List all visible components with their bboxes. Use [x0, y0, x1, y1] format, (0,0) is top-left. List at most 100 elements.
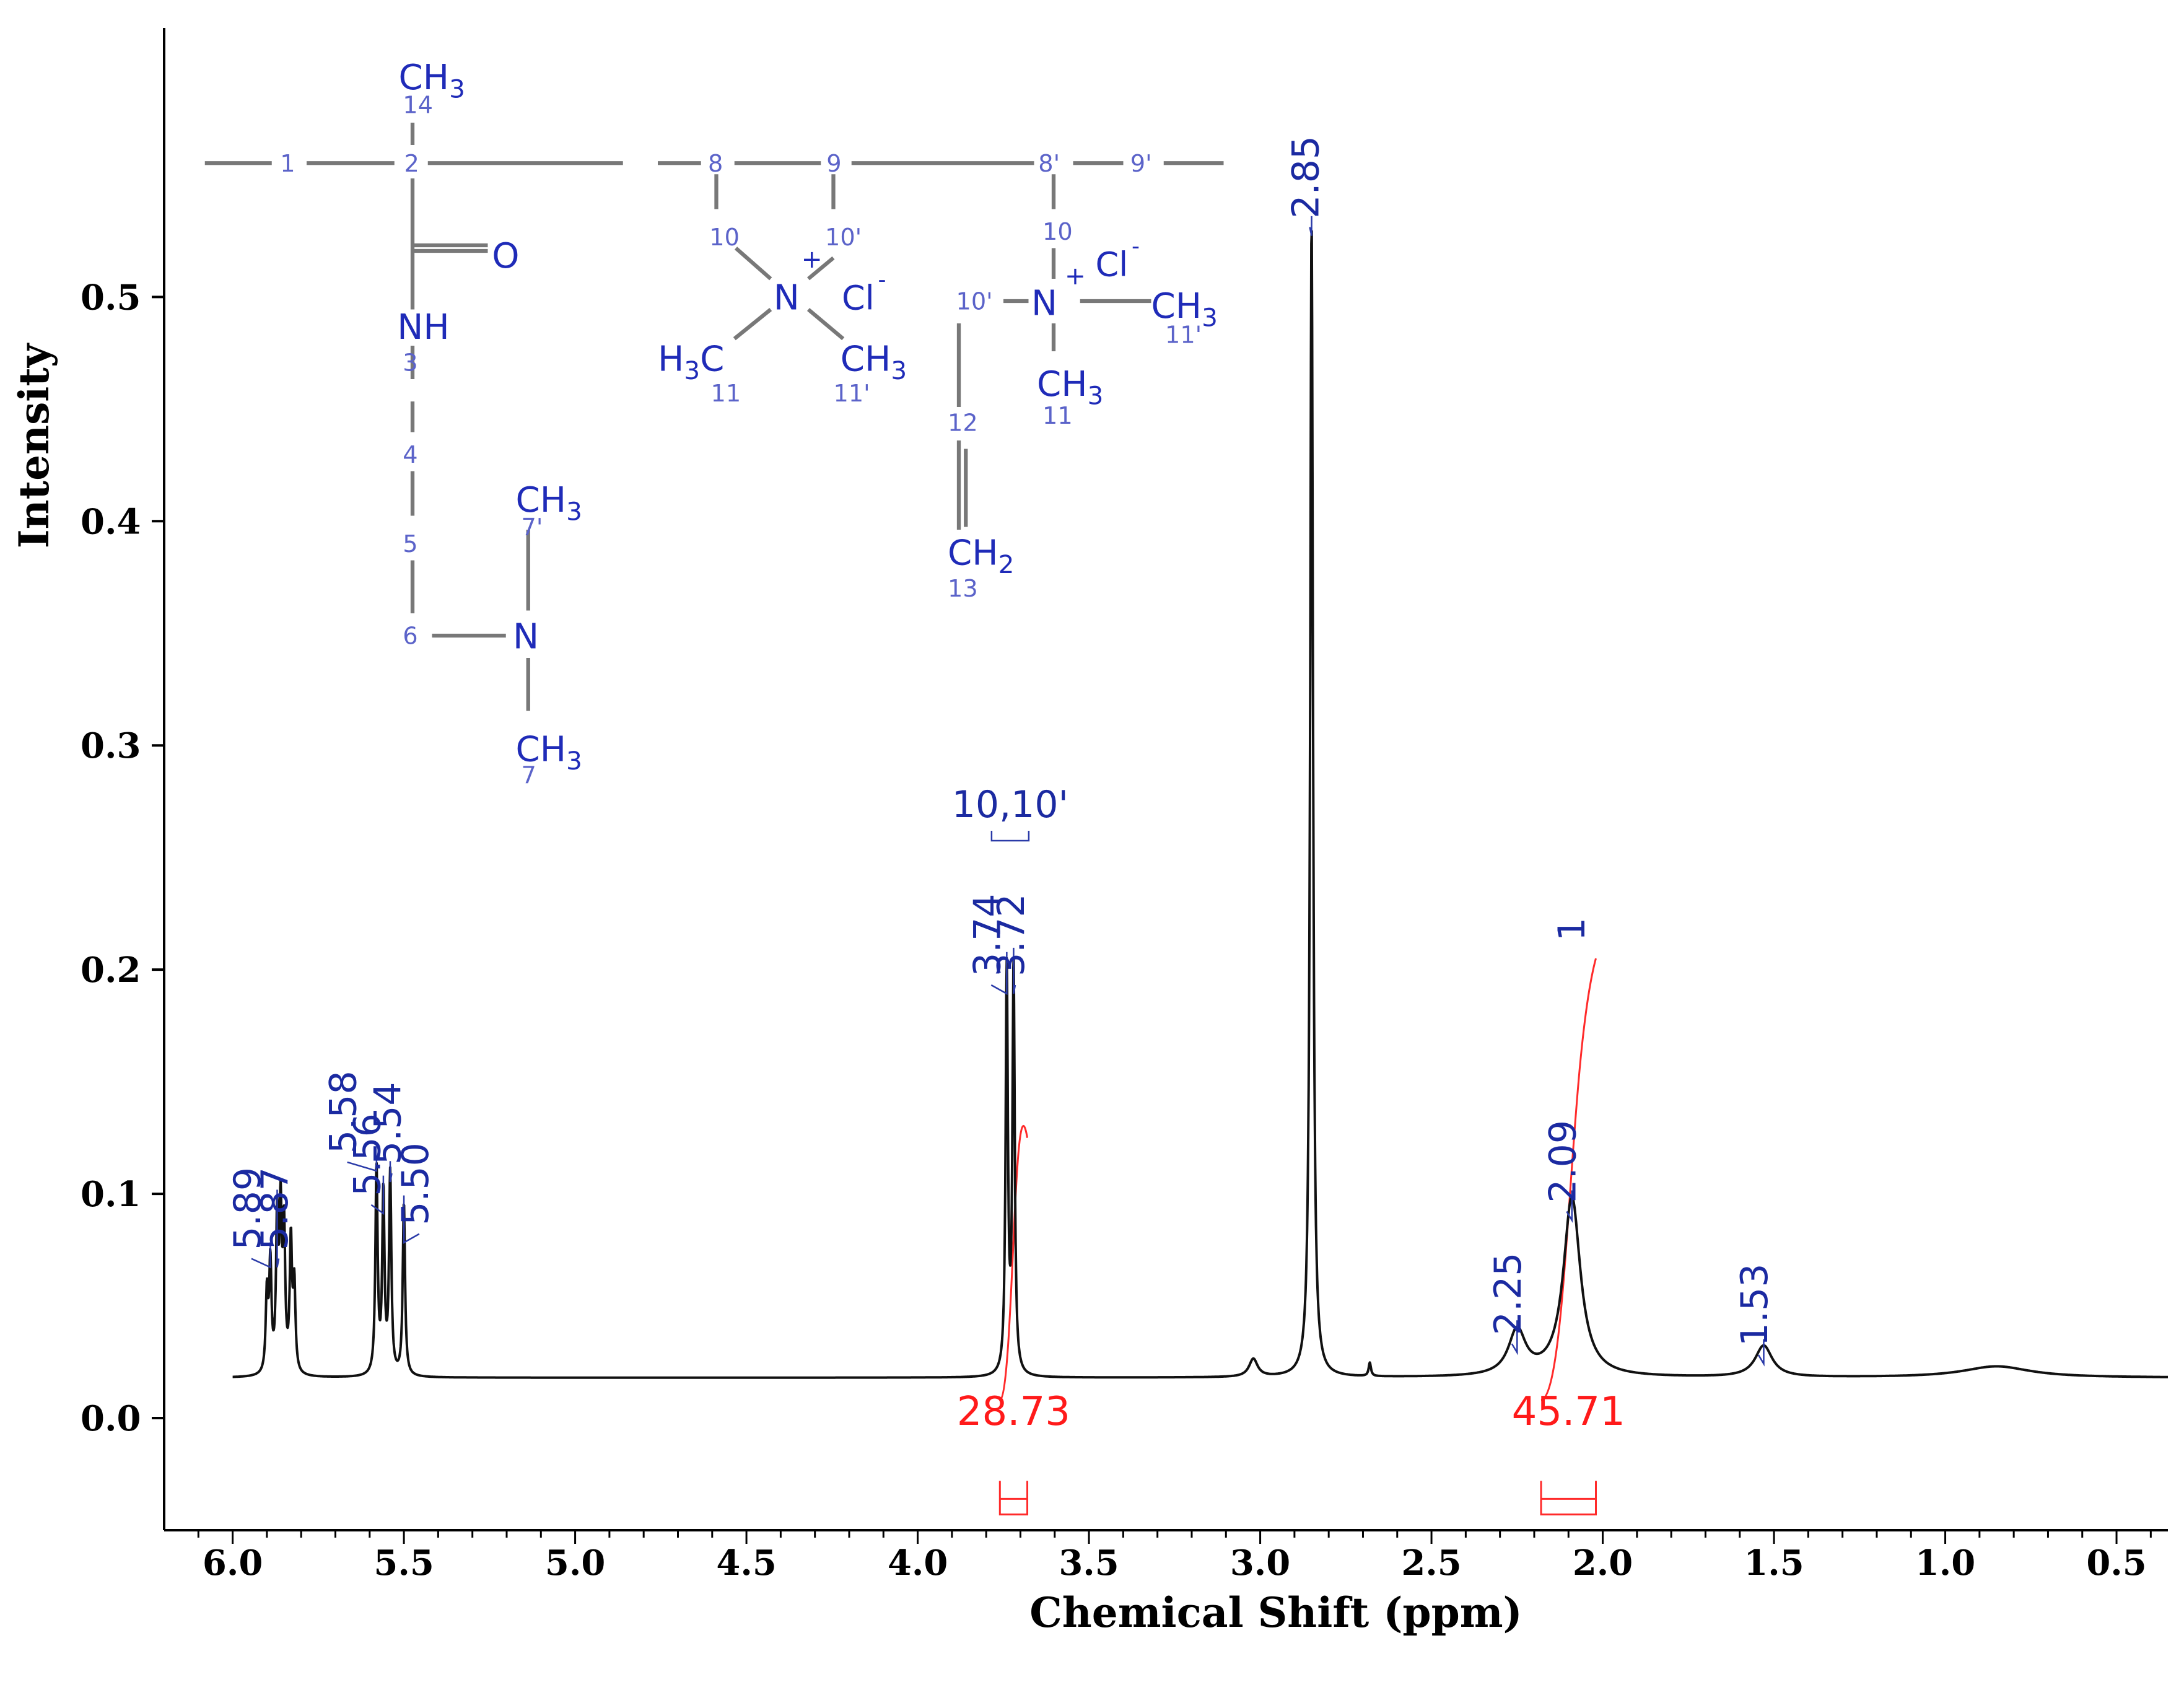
svg-text:8': 8'	[1038, 150, 1060, 178]
svg-text:11': 11'	[834, 380, 870, 408]
x-tick-label: 1.0	[1915, 1543, 1975, 1583]
svg-text:6: 6	[403, 623, 417, 650]
peak-label-leader	[1511, 1320, 1518, 1356]
svg-text:+: +	[802, 244, 823, 274]
svg-text:CH3: CH3	[1037, 364, 1103, 411]
peak-label: 5.54	[367, 1082, 410, 1165]
x-tick-label: 2.5	[1401, 1543, 1461, 1583]
peak-label: 5.50	[394, 1142, 437, 1225]
svg-text:1: 1	[280, 150, 295, 178]
assignment-label: 1	[1550, 918, 1594, 941]
peak-label: 5.87	[253, 1167, 297, 1250]
peak-label-leader	[1309, 216, 1313, 236]
chemical-structure: CH3 O NH CH3 N CH3 N + Cl - H3C CH3 N + …	[204, 58, 1224, 790]
spectrum-line	[232, 230, 2169, 1379]
y-axis-ticks: 0.0 0.1 0.2 0.3 0.4 0.5	[81, 277, 164, 1439]
svg-text:4: 4	[403, 441, 417, 469]
svg-text:N: N	[774, 278, 800, 318]
svg-text:13: 13	[948, 575, 978, 603]
integral-value-label: 28.73	[957, 1389, 1070, 1435]
svg-text:NH: NH	[397, 307, 449, 348]
svg-text:N: N	[1031, 284, 1057, 324]
x-axis-ticks: 6.0 5.5 5.0 4.5 4.0 3.5 3.0 2.5 2.0 1.5 1.0 0.5	[197, 1530, 2152, 1583]
peak-label: 1.53	[1733, 1264, 1776, 1347]
svg-text:5: 5	[403, 530, 417, 558]
svg-text:CH2: CH2	[948, 533, 1014, 579]
x-tick-label: 5.5	[373, 1543, 434, 1583]
x-axis-title: Chemical Shift (ppm)	[1029, 1588, 1522, 1637]
y-tick-label: 0.0	[81, 1398, 141, 1439]
svg-text:Cl: Cl	[842, 279, 875, 318]
svg-text:10': 10'	[825, 224, 862, 252]
svg-text:+: +	[1065, 261, 1086, 291]
assignment-label: 10,10'	[952, 783, 1068, 826]
integral-curve	[999, 1125, 1029, 1401]
svg-text:H3C: H3C	[658, 339, 724, 386]
peak-label-leader	[251, 1242, 271, 1269]
svg-text:11: 11	[1042, 402, 1073, 430]
svg-text:11': 11'	[1165, 322, 1202, 349]
peak-label-leader	[370, 1175, 385, 1215]
peak-label: 5.56	[346, 1113, 389, 1196]
x-tick-label: 5.0	[545, 1543, 605, 1583]
svg-text:14: 14	[403, 91, 433, 119]
svg-text:N: N	[513, 616, 539, 657]
peak-label: 2.09	[1541, 1120, 1584, 1203]
peak-label-leader	[389, 1161, 393, 1183]
svg-text:2: 2	[404, 150, 419, 178]
y-tick-label: 0.3	[81, 725, 141, 766]
peak-label: 5.58	[322, 1071, 365, 1154]
peak-label: 3.72	[990, 893, 1033, 976]
svg-text:3: 3	[403, 349, 417, 377]
svg-text:-: -	[878, 268, 886, 293]
svg-text:CH3: CH3	[1151, 286, 1218, 333]
y-axis-title: Intensity	[10, 343, 58, 548]
peak-label: 2.85	[1285, 136, 1328, 219]
x-tick-label: 4.5	[716, 1543, 776, 1583]
integral-bracket	[998, 1481, 1029, 1516]
svg-text:Cl: Cl	[1096, 245, 1129, 284]
svg-text:CH3: CH3	[399, 58, 465, 104]
peak-label-leader	[1566, 1190, 1573, 1224]
svg-text:CH3: CH3	[516, 480, 582, 527]
peak-label-leader	[1757, 1339, 1765, 1367]
integral-value-label: 45.71	[1512, 1389, 1625, 1435]
svg-text:8: 8	[708, 150, 723, 178]
structure-atoms: CH3 O NH CH3 N CH3 N + Cl - H3C CH3 N + …	[397, 58, 1218, 776]
peak-label: 2.25	[1487, 1253, 1530, 1336]
peak-label-leader	[347, 1155, 378, 1172]
peak-annotation-layer: 5.895.87 5.585.565.545.50 3.743.72 2.85 2.25…	[226, 136, 1776, 1367]
svg-text:7: 7	[522, 762, 536, 790]
x-tick-label: 4.0	[888, 1543, 948, 1583]
structure-position-numbers: 1 2 14 3 4 5 6 7' 7 8 9 8' 9' 10 10' 11 …	[280, 91, 1202, 789]
svg-text:10: 10	[709, 224, 740, 252]
axes	[163, 28, 2168, 1531]
svg-text:-: -	[1132, 234, 1140, 260]
peak-label-leader	[990, 952, 1008, 996]
svg-text:10': 10'	[956, 288, 993, 316]
y-tick-label: 0.5	[81, 277, 141, 318]
y-tick-label: 0.4	[81, 501, 141, 542]
svg-text:9': 9'	[1130, 150, 1152, 178]
x-tick-label: 0.5	[2086, 1543, 2146, 1583]
x-tick-label: 1.5	[1744, 1543, 1804, 1583]
svg-text:CH3: CH3	[516, 730, 582, 776]
x-tick-label: 6.0	[203, 1543, 263, 1583]
svg-text:7': 7'	[522, 514, 543, 541]
integral-bracket	[1540, 1481, 1597, 1516]
svg-text:O: O	[492, 236, 519, 276]
svg-text:11: 11	[711, 380, 741, 408]
x-tick-label: 3.0	[1230, 1543, 1290, 1583]
integral-layer: 28.73 45.71	[957, 958, 1625, 1516]
peak-label-leader	[1013, 947, 1016, 994]
peak-label-leader	[276, 1189, 280, 1268]
x-tick-label: 2.0	[1573, 1543, 1633, 1583]
svg-text:10: 10	[1042, 218, 1073, 246]
svg-text:CH3: CH3	[841, 339, 907, 386]
assignment-bracket	[990, 831, 1030, 842]
y-tick-label: 0.1	[81, 1174, 141, 1215]
svg-text:9: 9	[826, 150, 841, 178]
y-tick-label: 0.2	[81, 950, 141, 991]
structure-bonds	[204, 123, 1224, 711]
